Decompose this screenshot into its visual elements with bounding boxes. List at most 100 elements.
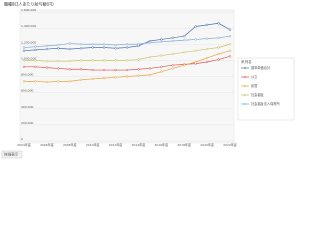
y-tick-label: 1,600,000 — [21, 8, 36, 12]
data-point — [22, 49, 26, 52]
y-tick-label: 1,000,000 — [21, 56, 36, 60]
data-point — [183, 39, 186, 42]
x-tick-label: 2004年度 — [17, 142, 31, 147]
data-point — [114, 59, 117, 62]
data-point — [171, 64, 174, 67]
y-tick-label: 200,000 — [21, 121, 33, 125]
data-point — [34, 45, 37, 48]
data-point — [102, 76, 106, 80]
x-tick-label: 2016年度 — [155, 142, 169, 147]
data-point — [57, 47, 60, 50]
data-point — [148, 67, 152, 70]
data-point — [68, 80, 71, 83]
data-point — [80, 59, 83, 62]
legend-label: 公立 — [251, 74, 258, 79]
data-point — [102, 68, 106, 72]
chart: 職種別1人あたり給与額(円) 系列名 詳細表示 0 200,000 400,000 6… — [1, 0, 295, 159]
legend-title: 系列名 — [241, 59, 252, 64]
legend-label: 民間 — [251, 83, 257, 88]
legend-label: 基準単価合計 — [251, 65, 271, 70]
data-point — [160, 65, 163, 68]
data-point — [194, 49, 197, 52]
data-point — [125, 68, 129, 72]
data-point — [171, 39, 174, 43]
data-point — [125, 59, 129, 62]
data-point — [217, 46, 220, 49]
data-point — [183, 64, 186, 67]
data-point — [45, 80, 49, 84]
data-point — [91, 46, 94, 49]
detail-button-label[interactable]: 詳細表示 — [4, 152, 19, 157]
data-point — [114, 43, 117, 47]
data-point — [217, 52, 220, 56]
data-point — [102, 59, 106, 62]
legend-label: 社会福祉 — [251, 92, 265, 97]
data-point — [160, 70, 163, 73]
data-point — [217, 22, 220, 25]
data-point — [22, 46, 26, 49]
data-point — [160, 54, 163, 57]
data-point — [194, 38, 197, 41]
data-point — [57, 43, 60, 47]
legend-marker — [243, 102, 247, 106]
y-tick-label: 800,000 — [21, 73, 33, 77]
data-point — [137, 74, 140, 77]
data-point — [57, 60, 60, 63]
data-point — [57, 80, 60, 83]
data-point — [68, 42, 71, 45]
data-point — [194, 60, 197, 64]
data-point — [45, 47, 49, 51]
y-tick-label: 0 — [21, 137, 23, 141]
data-point — [137, 43, 140, 46]
data-point — [68, 47, 71, 51]
x-tick-label: 2006年度 — [40, 142, 54, 147]
data-point — [217, 58, 220, 61]
x-tick-label: 2012年度 — [109, 142, 123, 147]
data-point — [114, 76, 117, 79]
data-point — [183, 35, 186, 38]
data-point — [183, 51, 186, 54]
legend-box — [237, 57, 295, 121]
data-point — [102, 46, 106, 49]
y-tick-label: 400,000 — [21, 105, 33, 109]
data-point — [57, 67, 60, 70]
data-point — [91, 77, 94, 81]
data-point — [217, 36, 220, 39]
data-point — [228, 28, 232, 31]
data-point — [125, 46, 129, 49]
data-point — [171, 52, 174, 56]
data-point — [205, 60, 209, 64]
data-point — [91, 59, 94, 62]
data-point — [205, 23, 209, 27]
y-tick-label: 600,000 — [21, 89, 33, 93]
x-tick-label: 2010年度 — [86, 142, 100, 147]
data-point — [148, 41, 152, 44]
data-point — [148, 56, 152, 59]
data-point — [80, 47, 83, 50]
data-point — [34, 65, 37, 68]
x-tick-label: 2022年度 — [223, 142, 237, 147]
data-point — [114, 68, 117, 72]
legend-marker — [243, 93, 247, 97]
data-point — [68, 60, 71, 63]
data-point — [68, 68, 71, 71]
data-point — [137, 68, 140, 71]
data-point — [91, 43, 94, 46]
data-point — [137, 58, 140, 61]
data-point — [45, 66, 49, 69]
data-point — [205, 37, 209, 40]
detail-button[interactable] — [1, 150, 23, 159]
data-point — [34, 48, 37, 52]
legend-label: 社会福祉法人保育所 — [251, 101, 280, 106]
data-point — [22, 80, 26, 83]
data-point — [228, 35, 232, 38]
data-point — [80, 68, 83, 71]
data-point — [171, 36, 174, 39]
data-point — [194, 25, 197, 28]
y-tick-label: 1,200,000 — [21, 40, 36, 44]
data-point — [22, 59, 26, 62]
data-point — [80, 78, 83, 81]
data-point — [102, 43, 106, 46]
data-point — [205, 47, 209, 51]
data-point — [228, 49, 232, 52]
